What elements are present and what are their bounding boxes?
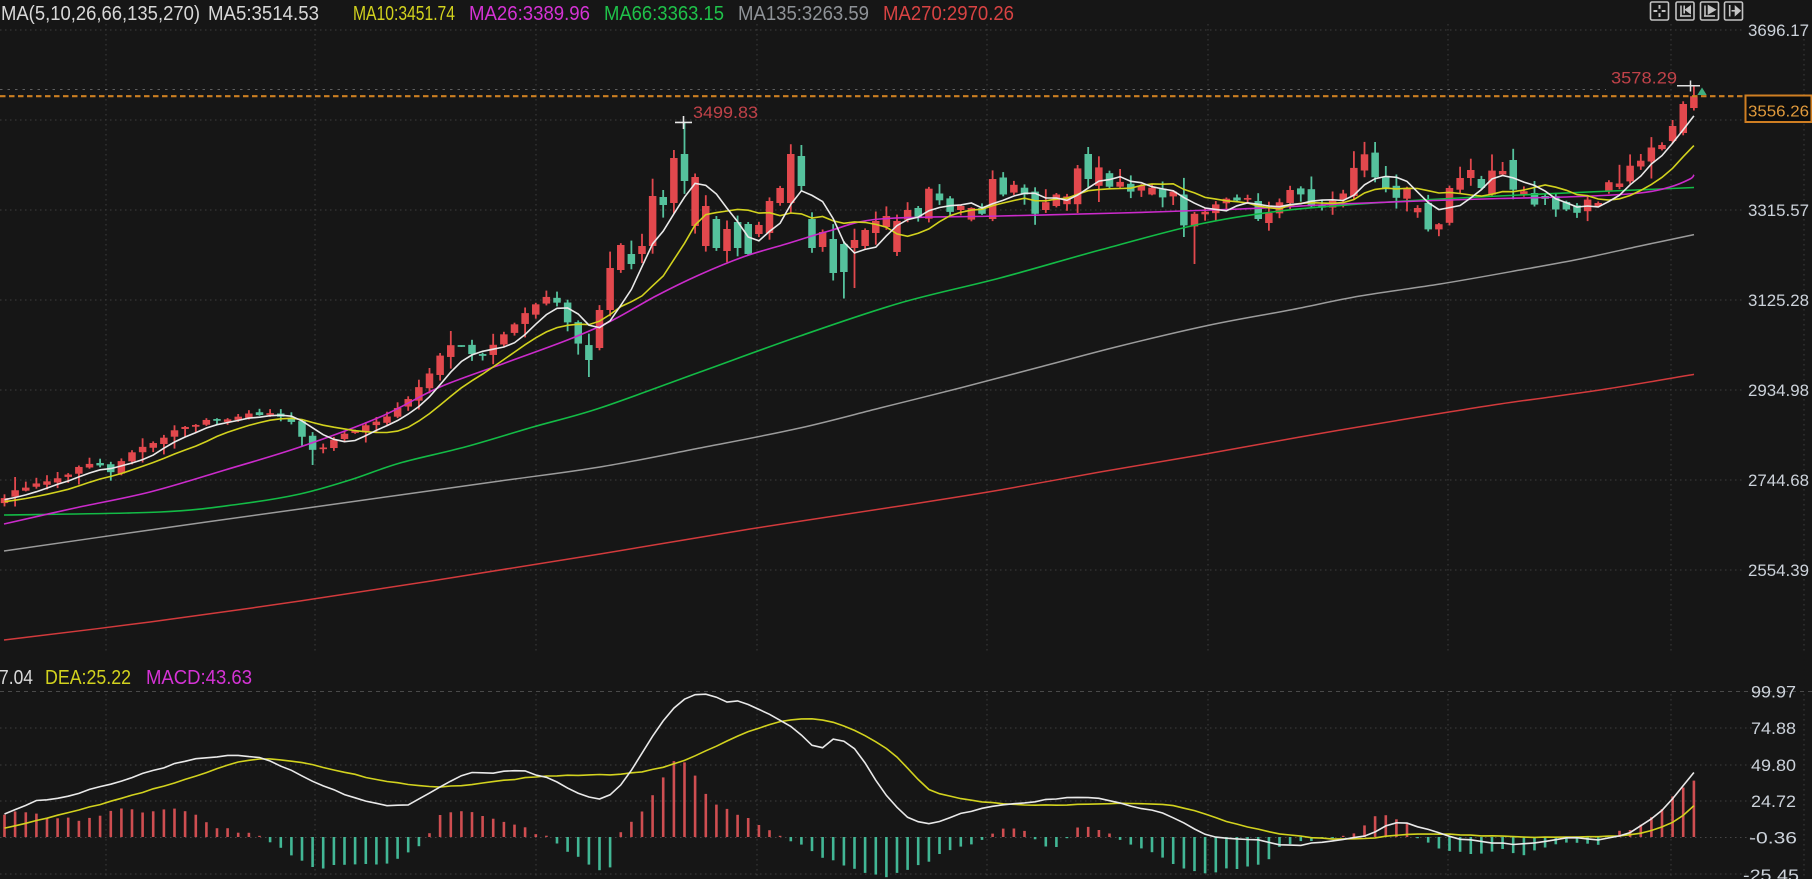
- svg-text:MA(5,10,26,66,135,270): MA(5,10,26,66,135,270): [1, 3, 200, 25]
- svg-text:-25.45: -25.45: [1743, 866, 1799, 879]
- svg-text:3499.83: 3499.83: [693, 103, 758, 122]
- svg-text:MA26:3389.96: MA26:3389.96: [469, 3, 590, 25]
- svg-text:MACD:43.63: MACD:43.63: [146, 667, 252, 689]
- svg-text:99.97: 99.97: [1751, 683, 1796, 702]
- svg-text:3315.57: 3315.57: [1748, 201, 1809, 220]
- svg-text:3578.29: 3578.29: [1611, 69, 1677, 88]
- svg-text:MA135:3263.59: MA135:3263.59: [738, 3, 869, 25]
- svg-text:3696.17: 3696.17: [1748, 21, 1809, 40]
- svg-text:2554.39: 2554.39: [1748, 561, 1809, 580]
- svg-text:74.88: 74.88: [1751, 719, 1796, 738]
- svg-text:2744.68: 2744.68: [1748, 471, 1809, 490]
- svg-text:24.72: 24.72: [1751, 792, 1796, 811]
- svg-text:DEA:25.22: DEA:25.22: [45, 667, 131, 689]
- svg-text:MA10:3451.74: MA10:3451.74: [353, 3, 455, 25]
- svg-text:MA66:3363.15: MA66:3363.15: [604, 3, 724, 25]
- svg-text:7.04: 7.04: [0, 667, 33, 689]
- svg-text:-0.36: -0.36: [1749, 829, 1797, 848]
- svg-text:2934.98: 2934.98: [1748, 381, 1809, 400]
- svg-text:3125.28: 3125.28: [1748, 291, 1809, 310]
- svg-text:MA270:2970.26: MA270:2970.26: [883, 3, 1014, 25]
- svg-text:3556.26: 3556.26: [1748, 104, 1809, 121]
- svg-text:MA5:3514.53: MA5:3514.53: [208, 3, 319, 25]
- svg-text:49.80: 49.80: [1751, 756, 1796, 775]
